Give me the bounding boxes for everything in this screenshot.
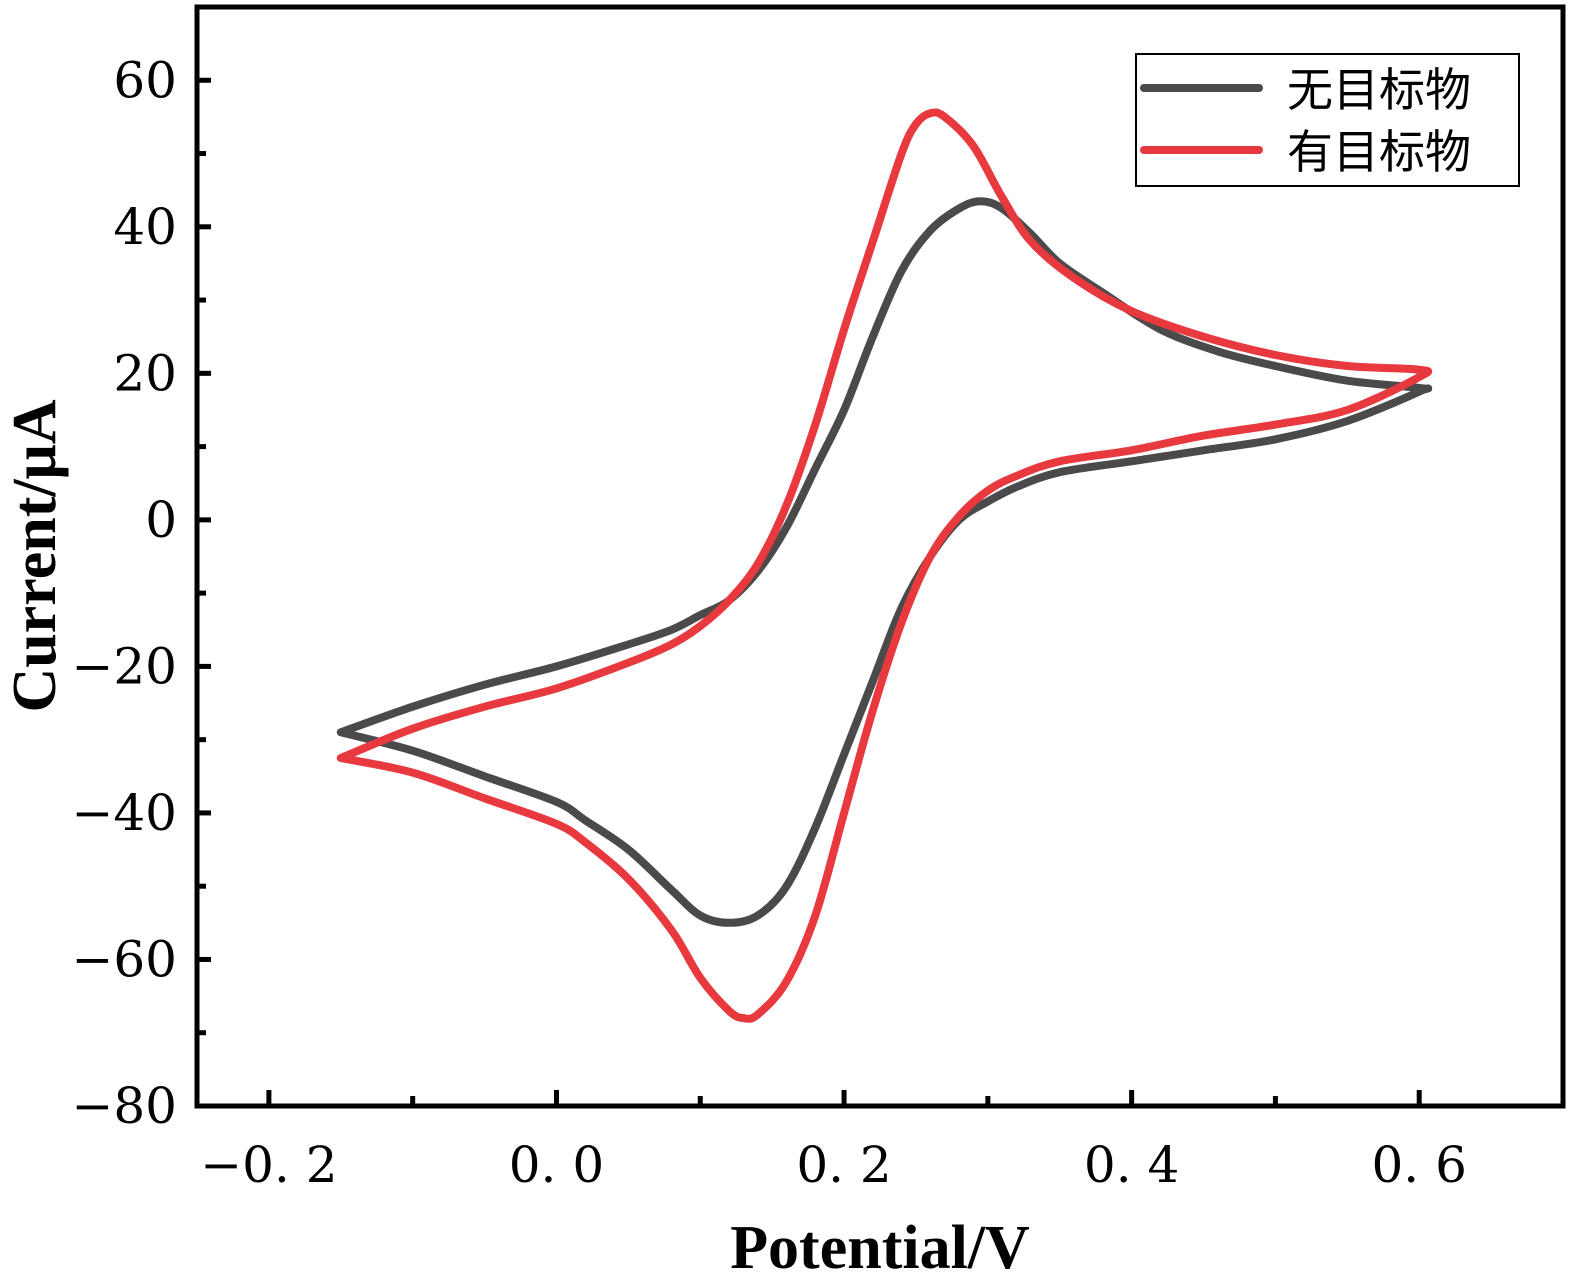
y-tick-label: −20: [71, 637, 177, 695]
series-line-1: [336, 108, 1433, 1023]
series-layer: [336, 108, 1433, 1023]
y-tick-label: −80: [71, 1077, 177, 1135]
y-tick-label: −40: [71, 784, 177, 842]
legend-box: [1135, 53, 1520, 187]
y-tick-label: −60: [71, 930, 177, 988]
plot-frame: [194, 4, 1566, 1109]
legend: 无目标物 有目标物: [1135, 53, 1520, 187]
legend-label-with-target: 有目标物: [1287, 125, 1471, 179]
x-tick-label: 0. 6: [1371, 1136, 1466, 1194]
x-axis-title: Potential/V: [730, 1214, 1030, 1282]
x-axis-ticks: −0. 2 0. 0 0. 2 0. 4 0. 6: [200, 1090, 1467, 1194]
x-tick-label: 0. 2: [796, 1136, 891, 1194]
y-tick-label: 40: [113, 198, 177, 256]
x-tick-label: −0. 2: [200, 1136, 337, 1194]
x-tick-label: 0. 0: [509, 1136, 604, 1194]
series-line-0: [336, 197, 1433, 927]
y-axis-title: Current/μA: [1, 399, 69, 712]
y-axis-ticks: −80 −60 −40 −20 0 20 40 60: [71, 4, 211, 1135]
x-tick-label: 0. 4: [1084, 1136, 1179, 1194]
y-tick-label: 60: [113, 51, 177, 109]
legend-label-no-target: 无目标物: [1287, 63, 1471, 117]
y-tick-label: 20: [113, 344, 177, 402]
y-tick-label: 0: [145, 491, 177, 549]
